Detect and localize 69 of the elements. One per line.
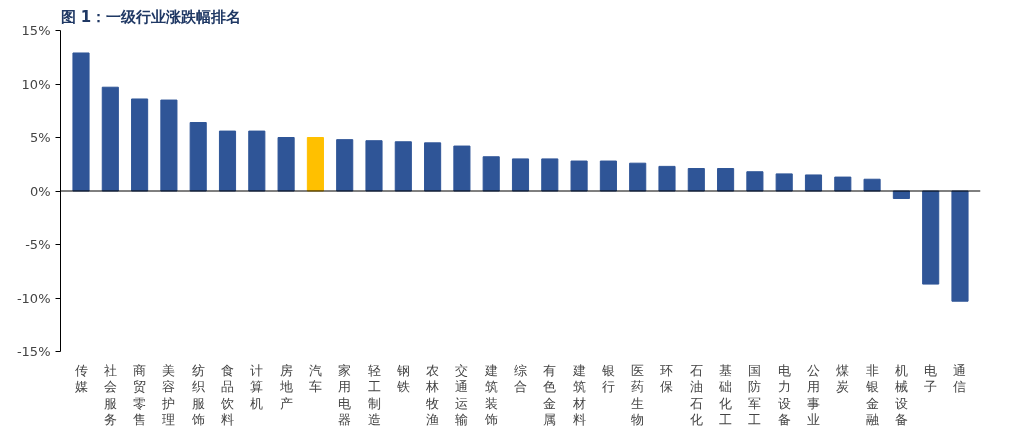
- bar: [482, 156, 500, 192]
- x-tick-label: 社会服务: [103, 362, 117, 427]
- x-tick-label: 公用事业: [806, 362, 820, 427]
- x-tick-label: 电子: [924, 362, 938, 394]
- bar: [687, 168, 705, 192]
- x-tick-label: 医药生物: [631, 362, 645, 427]
- bar: [775, 173, 793, 192]
- x-tick-label: 有色金属: [543, 362, 557, 427]
- x-tick-label: 农林牧渔: [425, 362, 440, 427]
- bar: [72, 52, 90, 192]
- bar: [570, 160, 588, 192]
- bar: [951, 190, 969, 302]
- x-tick-label: 家用电器: [338, 362, 352, 427]
- x-tick-label: 基础化工: [718, 362, 733, 427]
- bar: [218, 130, 237, 192]
- y-tick-label: -10%: [16, 290, 51, 306]
- bar: [658, 165, 676, 192]
- bar: [453, 145, 471, 192]
- x-tick-label: 银行: [600, 362, 615, 394]
- x-tick-label: 钢铁: [395, 362, 410, 394]
- bar: [394, 141, 412, 192]
- x-tick-label: 机械设备: [894, 362, 908, 427]
- x-tick-label: 综合: [514, 362, 527, 394]
- bar: [160, 99, 178, 192]
- x-tick-label: 计算机: [250, 362, 264, 411]
- x-tick-label: 汽车: [308, 362, 322, 394]
- bar: [365, 140, 383, 192]
- x-tick-label: 煤炭: [836, 362, 850, 394]
- x-tick-label: 通信: [953, 362, 967, 394]
- bar: [746, 171, 764, 192]
- x-tick-label: 轻工制造: [367, 362, 381, 427]
- bar: [834, 176, 852, 192]
- bar: [101, 86, 119, 192]
- x-tick-label: 非银金融: [864, 362, 879, 427]
- x-tick-label: 传媒: [74, 362, 88, 394]
- bar: [717, 168, 735, 192]
- x-tick-label: 美容护理: [161, 362, 176, 427]
- x-tick-label: 交通运输: [455, 362, 469, 427]
- x-tick-label: 房地产: [278, 362, 293, 411]
- x-tick-label: 商贸零售: [133, 362, 147, 427]
- bar: [541, 158, 559, 192]
- x-tick-label: 电力设备: [777, 362, 791, 427]
- bar: [306, 137, 324, 192]
- x-tick-label: 环保: [660, 362, 674, 394]
- x-tick-label: 石油石化: [689, 362, 703, 427]
- bar: [599, 160, 617, 192]
- bar: [248, 130, 266, 192]
- x-tick-label: 国防军工: [748, 362, 762, 427]
- bar: [629, 162, 647, 192]
- bar: [863, 178, 881, 192]
- bar: [189, 122, 207, 192]
- bar: [511, 158, 530, 192]
- bar: [277, 137, 295, 192]
- y-tick-label: -15%: [16, 344, 51, 359]
- bar: [131, 98, 149, 192]
- bar: [804, 174, 823, 192]
- y-tick-label: 5%: [29, 130, 51, 145]
- y-tick-label: 10%: [21, 76, 51, 92]
- x-tick-label: 食品饮料: [220, 362, 235, 427]
- x-tick-label: 建筑材料: [571, 362, 586, 427]
- bar: [424, 142, 442, 192]
- y-tick-label: 15%: [21, 23, 51, 38]
- x-tick-label: 建筑装饰: [483, 362, 498, 427]
- y-tick-label: 0%: [29, 183, 51, 199]
- chart-title: 图 1：一级行业涨跌幅排名: [60, 7, 242, 26]
- bar: [922, 190, 940, 285]
- bar: [336, 139, 354, 192]
- y-tick-label: -5%: [25, 237, 51, 252]
- x-tick-label: 纺织服饰: [190, 362, 205, 427]
